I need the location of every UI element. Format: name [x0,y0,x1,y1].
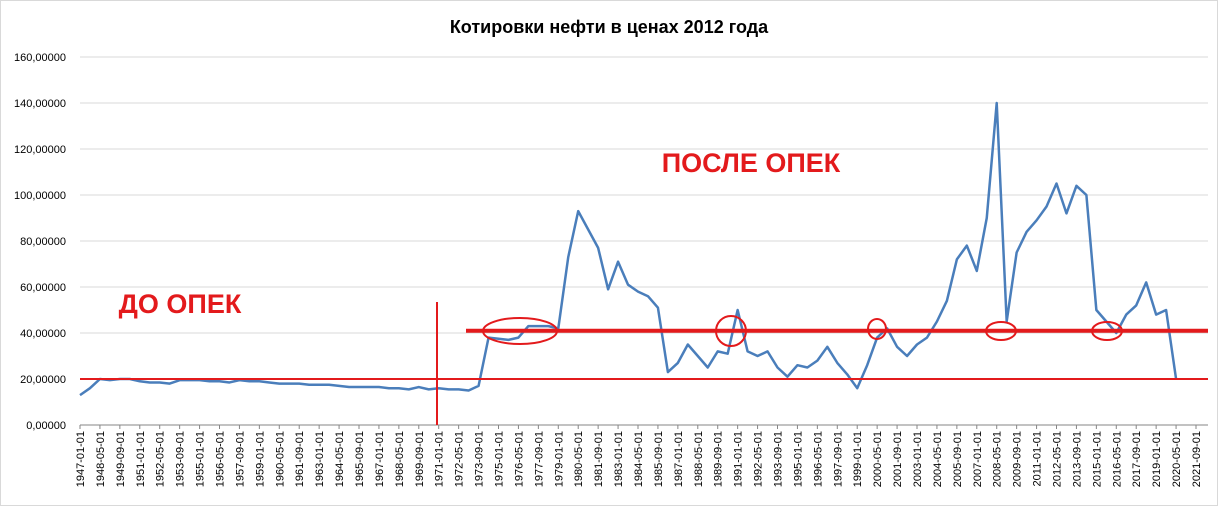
x-tick-label: 1955-01-01 [195,431,207,487]
y-tick-label: 160,00000 [14,52,66,64]
x-tick-label: 2019-01-01 [1151,431,1163,487]
x-tick-label: 1948-05-01 [95,431,107,487]
x-tick-label: 1964-05-01 [334,431,346,487]
x-tick-label: 1988-05-01 [693,431,705,487]
data-line [79,101,1178,397]
x-tick-label: 2013-09-01 [1071,431,1083,487]
x-tick-label: 1993-09-01 [773,431,785,487]
x-tick-label: 1951-01-01 [135,431,147,487]
x-tick-label: 1995-01-01 [792,431,804,487]
x-tick-label: 1996-05-01 [812,431,824,487]
x-tick-label: 2015-01-01 [1091,431,1103,487]
x-tick-label: 1947-01-01 [75,431,87,487]
x-tick-label: 1968-05-01 [394,431,406,487]
x-tick-label: 1981-09-01 [593,431,605,487]
x-tick-label: 2005-09-01 [952,431,964,487]
x-tick-label: 1976-05-01 [513,431,525,487]
x-tick-label: 1953-09-01 [175,431,187,487]
x-tick-label: 2017-09-01 [1131,431,1143,487]
x-tick-label: 1963-01-01 [314,431,326,487]
x-tick-label: 1999-01-01 [852,431,864,487]
x-tick-label: 2007-01-01 [972,431,984,487]
y-tick-label: 20,00000 [20,374,66,386]
x-tick-label: 1980-05-01 [573,431,585,487]
x-tick-label: 2003-01-01 [912,431,924,487]
x-tick-label: 1991-01-01 [733,431,745,487]
y-tick-label: 80,00000 [20,236,66,248]
y-tick-label: 60,00000 [20,282,66,294]
x-tick-label: 1960-05-01 [274,431,286,487]
x-tick-label: 1984-05-01 [633,431,645,487]
x-tick-label: 1949-09-01 [115,431,127,487]
x-tick-label: 1957-09-01 [234,431,246,487]
x-tick-label: 2016-05-01 [1111,431,1123,487]
x-tick-label: 1959-01-01 [254,431,266,487]
x-tick-label: 1969-09-01 [414,431,426,487]
y-tick-label: 0,00000 [26,420,66,432]
x-tick-label: 1956-05-01 [215,431,227,487]
annotation: ПОСЛЕ ОПЕК [662,148,841,178]
x-tick-label: 2004-05-01 [932,431,944,487]
chart-title: Котировки нефти в ценах 2012 года [450,17,769,37]
x-tick-label: 1961-09-01 [294,431,306,487]
x-tick-label: 1952-05-01 [155,431,167,487]
x-tick-label: 1977-09-01 [533,431,545,487]
x-tick-label: 2001-09-01 [892,431,904,487]
x-tick-label: 1985-09-01 [653,431,665,487]
x-tick-label: 1983-01-01 [613,431,625,487]
x-tick-label: 1992-05-01 [753,431,765,487]
x-tick-label: 1971-01-01 [434,431,446,487]
y-tick-label: 40,00000 [20,328,66,340]
x-tick-label: 1973-09-01 [474,431,486,487]
annotation: ДО ОПЕК [119,289,242,319]
x-tick-label: 2008-05-01 [992,431,1004,487]
x-tick-label: 2009-09-01 [1012,431,1024,487]
x-tick-label: 2020-05-01 [1171,431,1183,487]
x-tick-label: 2011-01-01 [1032,431,1044,486]
x-tick-label: 2021-09-01 [1191,431,1203,487]
x-tick-label: 1979-01-01 [553,431,565,487]
x-tick-label: 1967-01-01 [374,431,386,487]
x-tick-label: 2000-05-01 [872,431,884,487]
x-tick-label: 1989-09-01 [713,431,725,487]
x-tick-label: 2012-05-01 [1052,431,1064,487]
x-tick-label: 1965-09-01 [354,431,366,487]
y-tick-label: 140,00000 [14,98,66,110]
x-tick-label: 1997-09-01 [832,431,844,487]
y-tick-label: 120,00000 [14,144,66,156]
y-tick-label: 100,00000 [14,190,66,202]
x-tick-label: 1975-01-01 [494,431,506,487]
x-tick-label: 1987-01-01 [673,431,685,487]
x-tick-label: 1972-05-01 [454,431,466,487]
